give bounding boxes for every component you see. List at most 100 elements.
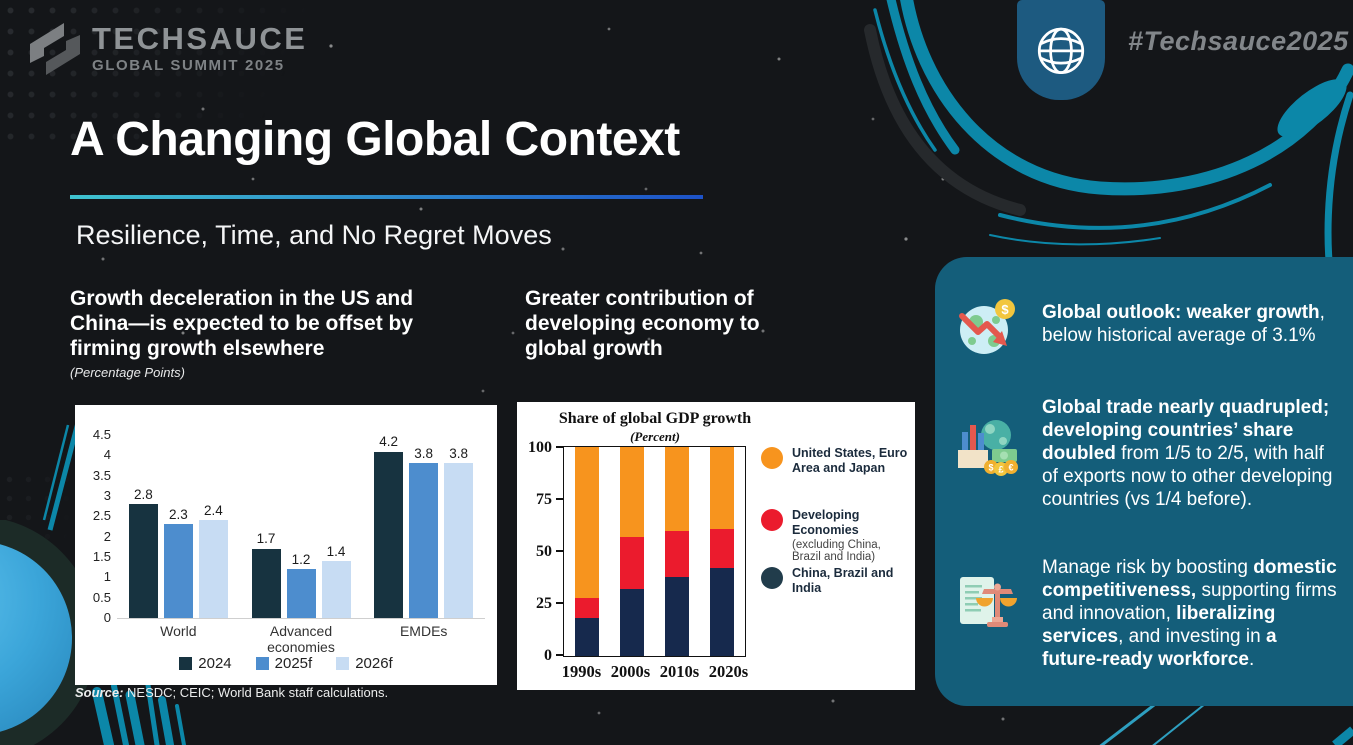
y-tick-label: 4.5 [92, 427, 111, 442]
bar-wrap: 2.3 [163, 435, 193, 618]
x-category-label: 2010s [659, 662, 700, 681]
legend-swatch [761, 509, 783, 531]
legend-text: United States, Euro Area and Japan [792, 446, 911, 476]
segment [619, 447, 644, 537]
gdp-chart-unit: (Percent) [630, 429, 680, 444]
title-underline [70, 195, 703, 199]
legend-swatch [179, 657, 193, 670]
globe-icon [1037, 27, 1085, 75]
left-chart-heading: Growth deceleration in the US and China—… [70, 287, 414, 361]
bullet-global-trade: Global trade nearly quadrupled; developi… [1042, 396, 1338, 511]
bar-2024 [251, 548, 281, 618]
bullet-global-outlook: Global outlook: weaker growth, below his… [1042, 301, 1338, 347]
source-note: Source: NESDC; CEIC; World Bank staff ca… [75, 685, 388, 700]
y-tick-label: 75 [536, 491, 552, 508]
y-tick-label: 50 [536, 543, 552, 560]
segment [574, 597, 599, 619]
bar-wrap: 2.8 [128, 435, 158, 618]
bar-2024 [128, 504, 158, 618]
legend-label: 2026f [355, 655, 393, 672]
y-tick-label: 100 [528, 439, 552, 456]
growth-chart-xaxis: World Advanced economies EMDEs [117, 623, 485, 655]
legend-swatch [761, 567, 783, 589]
star-dots [0, 0, 2, 2]
legend-name: Developing Economies [792, 508, 860, 537]
text-run: supporting firms and innovation, [1042, 580, 1337, 624]
y-tick-mark [556, 550, 563, 552]
text-run: Manage risk by boosting [1042, 557, 1254, 578]
bar-2025f [409, 463, 439, 618]
legend-item: United States, Euro Area and Japan [761, 446, 911, 476]
bar-wrap: 1.2 [286, 435, 316, 618]
segment [619, 589, 644, 656]
bar-2026f [444, 463, 474, 618]
y-tick-label: 1 [103, 569, 111, 585]
y-tick-label: 2.5 [92, 508, 111, 524]
text-run: a future-ready workforce [1042, 626, 1277, 670]
legend-text: Developing Economies (excluding China, Br… [792, 508, 911, 564]
value-label: 3.8 [414, 445, 434, 461]
x-category-text: EMDEs [399, 623, 448, 639]
gdp-chart-plot: 0 25 50 75 100 [528, 439, 746, 664]
bar-2026f [198, 520, 228, 618]
legend-text: China, Brazil and India [792, 566, 911, 596]
segment [710, 447, 735, 529]
y-tick-mark [556, 654, 563, 656]
techsauce-logo-icon [30, 23, 80, 75]
stacked-bar-2010s [665, 447, 690, 656]
stacked-bar-1990s [574, 447, 599, 656]
x-category-label: EMDEs [362, 623, 485, 655]
value-label: 2.3 [168, 506, 188, 522]
segment [665, 530, 690, 577]
text-run: liberalizing services [1042, 603, 1276, 647]
bar-wrap: 1.4 [321, 435, 351, 618]
bar-group-EMDEs: 4.2 3.8 3.8 [362, 435, 485, 618]
scales-document-icon [960, 577, 1017, 627]
planet-bottom-left [0, 520, 186, 745]
x-category-text: World [160, 623, 197, 639]
y-tick-mark [556, 498, 563, 500]
slide-subtitle: Resilience, Time, and No Regret Moves [76, 220, 552, 250]
text-run: Source: [75, 685, 124, 700]
segment [665, 447, 690, 531]
y-tick-label: 2 [103, 528, 111, 544]
bar-wrap: 3.8 [409, 435, 439, 618]
trade-money-icon: $ £ € [958, 420, 1018, 476]
techsauce-logo: TECHSAUCE GLOBAL SUMMIT 2025 [28, 20, 307, 76]
gdp-chart-xaxis: 1990s 2000s 2010s 2020s [557, 662, 753, 682]
bar-2026f [321, 561, 351, 618]
key-points-sidebar: $ Global outlook: weaker growth, below h… [935, 257, 1353, 706]
bar-2025f [286, 569, 316, 618]
bar-wrap: 4.2 [374, 435, 404, 618]
legend-item-2025f: 2025f [255, 655, 312, 672]
event-hashtag: #Techsauce2025 [1128, 26, 1349, 56]
svg-text:£: £ [998, 465, 1003, 475]
gdp-chart-title: Share of global GDP growth [558, 410, 752, 427]
value-label: 2.4 [203, 502, 223, 518]
bar-2025f [163, 524, 193, 618]
segment [710, 568, 735, 656]
x-category-label: 2000s [610, 662, 651, 681]
svg-text:€: € [1008, 463, 1013, 473]
y-tick-label: 3.5 [92, 467, 111, 483]
bar-group-Advanced economies: 1.7 1.2 1.4 [240, 435, 363, 618]
y-tick-label: 0 [544, 647, 552, 664]
y-tick-label: 25 [536, 595, 552, 612]
bar-2024 [374, 451, 404, 618]
x-category-text: Advanced economies [267, 623, 335, 656]
legend-swatch [255, 657, 269, 670]
legend-name: China, Brazil and India [792, 566, 894, 595]
y-tick-mark [556, 446, 563, 448]
legend-item: Developing Economies (excluding China, Br… [761, 508, 911, 564]
value-label: 1.7 [256, 531, 276, 547]
legend-item-2024: 2024 [179, 655, 232, 672]
value-label: 1.4 [326, 543, 346, 559]
segment [574, 618, 599, 656]
left-chart-unit: (Percentage Points) [70, 365, 185, 380]
segment [665, 576, 690, 656]
value-label: 2.8 [133, 486, 153, 502]
legend-subtext: (excluding China, Brazil and India) [792, 538, 881, 564]
y-tick-label: 3 [103, 488, 111, 503]
middle-chart-heading: Greater contribution of developing econo… [525, 287, 760, 361]
